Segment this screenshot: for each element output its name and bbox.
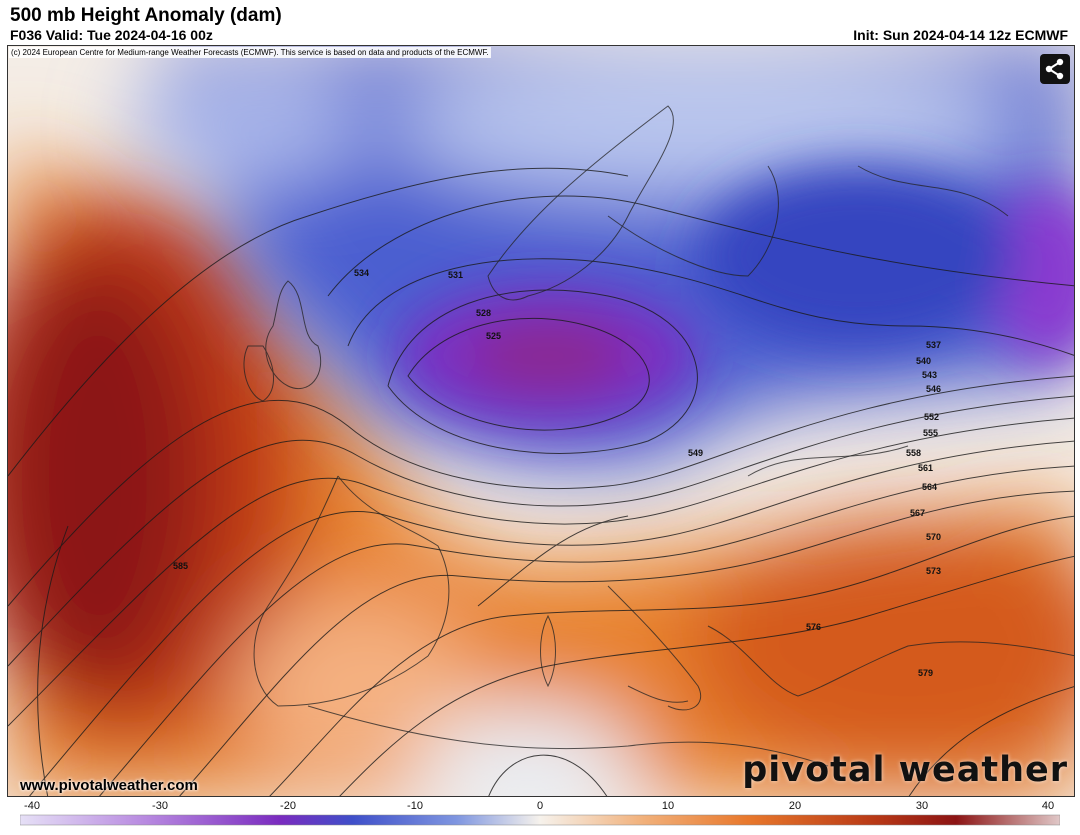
negative-anomaly-field — [128, 46, 1074, 466]
init-time: Init: Sun 2024-04-14 12z ECMWF — [853, 27, 1068, 43]
valid-time: F036 Valid: Tue 2024-04-16 00z — [10, 27, 213, 43]
contour-label: 558 — [906, 448, 921, 458]
anomaly-map: 525 528 531 534 537 540 543 546 549 552 … — [8, 46, 1074, 796]
colorbar-ticks: -40 -30 -20 -10 0 10 20 30 40 — [24, 800, 1054, 812]
colorbar-tick: -20 — [280, 800, 296, 812]
positive-anomaly-field — [8, 146, 1074, 796]
contour-label: 546 — [926, 384, 941, 394]
contour-label: 549 — [688, 448, 703, 458]
contour-label: 585 — [173, 561, 188, 571]
contour-label: 576 — [806, 622, 821, 632]
contour-label: 570 — [926, 532, 941, 542]
coastlines — [243, 105, 1074, 767]
colorbar-tick: 10 — [662, 800, 674, 812]
contour-label: 567 — [910, 508, 925, 518]
contour-label: 540 — [916, 356, 931, 366]
contour-label: 534 — [354, 268, 369, 278]
colorbar-tick: 20 — [789, 800, 801, 812]
contour-label: 537 — [926, 340, 941, 350]
map-panel[interactable]: 525 528 531 534 537 540 543 546 549 552 … — [7, 45, 1075, 797]
contour-label: 531 — [448, 270, 463, 280]
contour-label: 528 — [476, 308, 491, 318]
contour-label: 564 — [922, 482, 937, 492]
colorbar-tick: 30 — [916, 800, 928, 812]
map-title: 500 mb Height Anomaly (dam) — [10, 5, 282, 26]
share-button[interactable] — [1040, 54, 1070, 84]
colorbar-gradient — [20, 814, 1060, 826]
height-contours — [8, 167, 1074, 796]
contour-label: 573 — [926, 566, 941, 576]
colorbar-tick: -30 — [152, 800, 168, 812]
colorbar-tick: -40 — [24, 800, 40, 812]
contour-label: 543 — [922, 370, 937, 380]
site-url[interactable]: www.pivotalweather.com — [20, 777, 198, 794]
data-credit: (c) 2024 European Centre for Medium-rang… — [9, 47, 491, 58]
contour-label: 579 — [918, 668, 933, 678]
contour-label: 552 — [924, 412, 939, 422]
contour-label: 555 — [923, 428, 938, 438]
contour-label: 525 — [486, 331, 501, 341]
brand-logo: pivotal weather — [742, 750, 1068, 790]
trough-core — [398, 166, 1074, 426]
colorbar-tick: -10 — [407, 800, 423, 812]
colorbar-tick: 40 — [1042, 800, 1054, 812]
share-icon — [1045, 58, 1064, 80]
contour-label: 561 — [918, 463, 933, 473]
colorbar: -40 -30 -20 -10 0 10 20 30 40 — [20, 800, 1060, 826]
colorbar-tick: 0 — [537, 800, 543, 812]
